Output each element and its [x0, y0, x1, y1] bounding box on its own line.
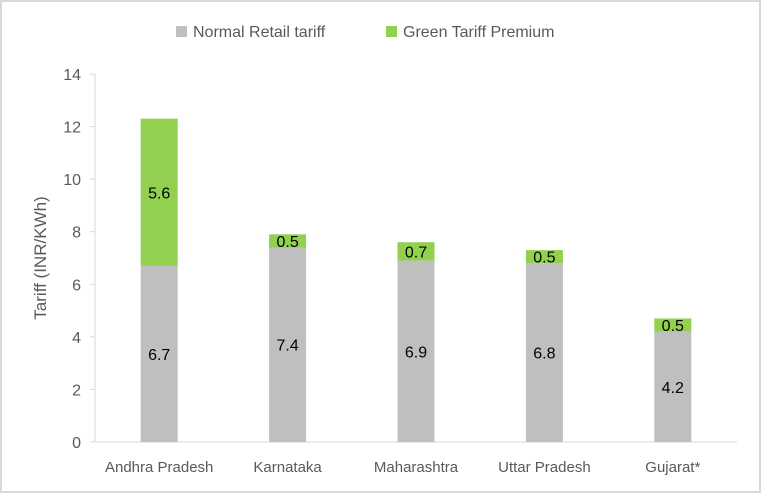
data-label: 0.5: [533, 250, 555, 267]
data-label: 0.7: [405, 244, 427, 261]
legend-swatch: [176, 26, 187, 37]
bar-normal-retail-tariff: [269, 247, 307, 442]
x-tick-label: Karnataka: [253, 459, 322, 476]
data-label: 4.2: [662, 380, 684, 397]
bar-green-tariff-premium: [397, 242, 435, 261]
bar-green-tariff-premium: [654, 318, 692, 332]
bar-green-tariff-premium: [140, 118, 178, 266]
x-tick-label: Andhra Pradesh: [105, 459, 213, 476]
data-label: 5.6: [148, 185, 170, 202]
bars: 6.7 5.6 7.4 0.5 6.9 0.7 6.8 0.5 4.2 0.5: [140, 118, 692, 442]
bar-normal-retail-tariff: [525, 263, 563, 442]
bar-green-tariff-premium: [269, 234, 307, 248]
bar-green-tariff-premium: [525, 250, 563, 264]
x-tick-label: Uttar Pradesh: [498, 459, 591, 476]
legend: Normal Retail tariff Green Tariff Premium: [176, 24, 554, 41]
y-tick-label: 6: [72, 277, 81, 294]
y-tick-label: 14: [63, 67, 81, 84]
axes: 0 2 4 6 8 10 12 14 Andhra Pradesh Karnataka Mahara…: [63, 67, 737, 476]
y-tick-label: 2: [72, 382, 81, 399]
data-label: 6.9: [405, 344, 427, 361]
y-tick-label: 4: [72, 330, 81, 347]
bar-normal-retail-tariff: [654, 331, 692, 442]
legend-swatch: [386, 26, 397, 37]
data-label: 0.5: [662, 318, 684, 335]
data-label: 6.8: [533, 346, 555, 363]
data-label: 0.5: [276, 234, 298, 251]
x-tick-label: Maharashtra: [374, 459, 459, 476]
data-label: 6.7: [148, 347, 170, 364]
x-tick-label: Gujarat*: [645, 459, 700, 476]
y-tick-label: 10: [63, 172, 81, 189]
y-axis-label: Tariff (INR/KWh): [31, 196, 50, 319]
y-tick-label: 0: [72, 435, 81, 452]
bar-normal-retail-tariff: [140, 265, 178, 442]
legend-label: Green Tariff Premium: [403, 24, 554, 41]
data-label: 7.4: [276, 338, 298, 355]
legend-label: Normal Retail tariff: [193, 24, 326, 41]
bar-normal-retail-tariff: [397, 260, 435, 442]
y-tick-label: 8: [72, 225, 81, 242]
y-tick-label: 12: [63, 120, 81, 137]
